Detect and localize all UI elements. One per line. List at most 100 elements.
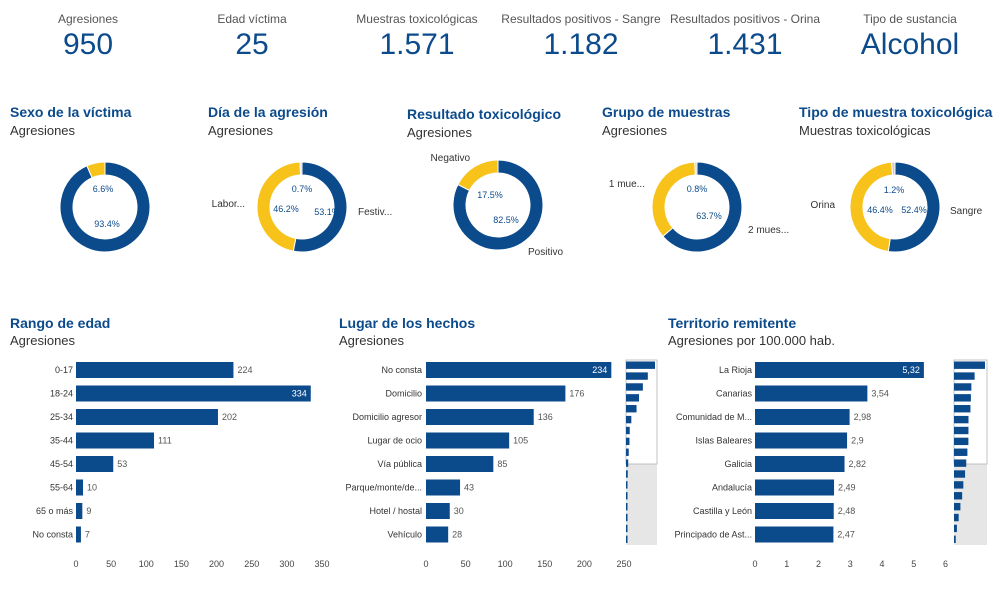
lugar-overview-bar [626,426,630,435]
lugar-overview-bar [626,513,628,522]
tipo-slice [891,161,896,176]
territorio-category-label: La Rioja [719,365,752,375]
territorio-axis-tick: 5 [911,559,916,569]
kpi-positivos-sangre: Resultados positivos - Sangre 1.182 [501,12,661,62]
lugar-overview-bar [626,535,628,543]
territorio-category-label: Islas Baleares [695,436,752,446]
lugar-overview-bar [626,459,629,467]
territorio-axis-tick: 2 [816,559,821,569]
territorio-overview-bar [954,502,961,511]
territorio-bar [755,503,834,519]
lugar-category-label: No consta [381,365,422,375]
edad-category-label: 0-17 [55,365,73,375]
kpi-value: 1.182 [543,28,619,61]
lugar-overview-bar [626,481,628,489]
edad-value-label: 10 [87,483,97,493]
edad-category-label: 35-44 [50,436,73,446]
territorio-overview-bar [954,459,967,467]
territorio-axis-tick: 6 [943,559,948,569]
edad-category-label: 18-24 [50,389,73,399]
lugar-axis-tick: 200 [577,559,592,569]
territorio-category-label: Castilla y León [693,506,752,516]
edad-category-label: No consta [32,530,73,540]
edad-value-label: 111 [158,436,172,446]
tipo-slice-category-label: Orina [811,200,836,211]
territorio-overview-bar [954,361,985,369]
territorio-bar [755,362,924,378]
territorio-category-label: Canarias [716,389,753,399]
panel-subtitle-territorio: Agresiones por 100.000 hab. [668,333,835,348]
territorio-value-label: 2,9 [851,436,864,446]
resultado-slice [452,159,544,251]
resultado-slice-pct-label: 17.5% [477,190,503,200]
lugar-value-label: 28 [452,530,462,540]
lugar-bar [426,432,510,449]
edad-bar [76,456,114,472]
panel-title-sexo: Sexo de la víctima [10,104,132,120]
edad-bar [76,409,218,425]
territorio-overview-bar [954,524,957,533]
edad-bar [76,362,234,378]
panel-title-lugar: Lugar de los hechos [339,315,476,331]
edad-category-label: 45-54 [50,459,73,469]
territorio-category-label: Principado de Ast... [674,530,752,540]
territorio-overview-bar [954,394,971,402]
edad-value-label: 53 [117,459,127,469]
territorio-value-label: 2,98 [854,412,872,422]
lugar-category-label: Hotel / hostal [369,506,422,516]
resultado-slice-category-label: Positivo [528,247,563,258]
lugar-bar [426,385,566,402]
territorio-value-label: 2,49 [838,483,856,493]
sexo-slice [59,161,151,253]
territorio-overview-bar [954,383,972,391]
territorio-bar [755,456,845,472]
grupo-slice [662,161,743,253]
kpi-tipo-sustancia: Tipo de sustancia Alcohol [830,12,990,62]
panel-subtitle-tipo: Muestras toxicológicas [799,123,931,138]
edad-axis-tick: 350 [314,559,329,569]
kpi-label: Muestras toxicológicas [356,12,478,26]
kpi-label: Tipo de sustancia [863,12,957,26]
lugar-overview-bar [626,415,632,424]
lugar-overview-scroll-area [626,464,657,545]
lugar-axis-tick: 100 [498,559,513,569]
panel-subtitle-edad: Agresiones [10,333,76,348]
edad-axis-tick: 300 [279,559,294,569]
edad-axis-tick: 150 [174,559,189,569]
kpi-value: 950 [62,28,114,61]
territorio-axis-tick: 4 [879,559,884,569]
territorio-bar [755,409,850,425]
territorio-axis-tick: 1 [784,559,789,569]
kpi-label: Agresiones [57,12,119,26]
territorio-axis-tick: 0 [752,559,757,569]
edad-axis-tick: 200 [209,559,224,569]
lugar-axis-tick: 50 [461,559,471,569]
lugar-overview-bar [626,405,637,413]
lugar-value-label: 136 [538,412,553,422]
lugar-value-label: 176 [569,389,584,399]
sexo-slice-pct-label: 93.4% [94,219,120,229]
lugar-category-label: Lugar de ocio [367,436,422,446]
panel-subtitle-sexo: Agresiones [10,123,76,138]
kpi-value: 25 [235,28,269,61]
territorio-overview-bar [954,481,964,489]
kpi-value: 1.431 [707,28,783,61]
territorio-overview-bar [954,492,963,500]
grupo-slice [651,161,696,238]
sexo-slice-pct-label: 6.6% [93,184,114,194]
panel-subtitle-dia: Agresiones [208,123,274,138]
territorio-overview-bar [954,513,959,522]
territorio-category-label: Galicia [724,459,752,469]
kpi-positivos-orina: Resultados positivos - Orina 1.431 [665,12,825,62]
lugar-value-label: 30 [454,506,464,516]
territorio-value-label: 2,48 [838,506,856,516]
lugar-overview-bar [626,383,643,391]
resultado-slice [457,159,499,192]
kpi-label: Resultados positivos - Sangre [501,12,661,26]
panel-title-resultado: Resultado toxicológico [407,106,562,122]
tipo-slice-pct-label: 1.2% [884,185,905,195]
territorio-category-label: Andalucía [712,483,752,493]
kpi-label: Edad víctima [217,12,287,26]
territorio-bar [755,432,848,449]
lugar-overview-bar [626,372,648,380]
